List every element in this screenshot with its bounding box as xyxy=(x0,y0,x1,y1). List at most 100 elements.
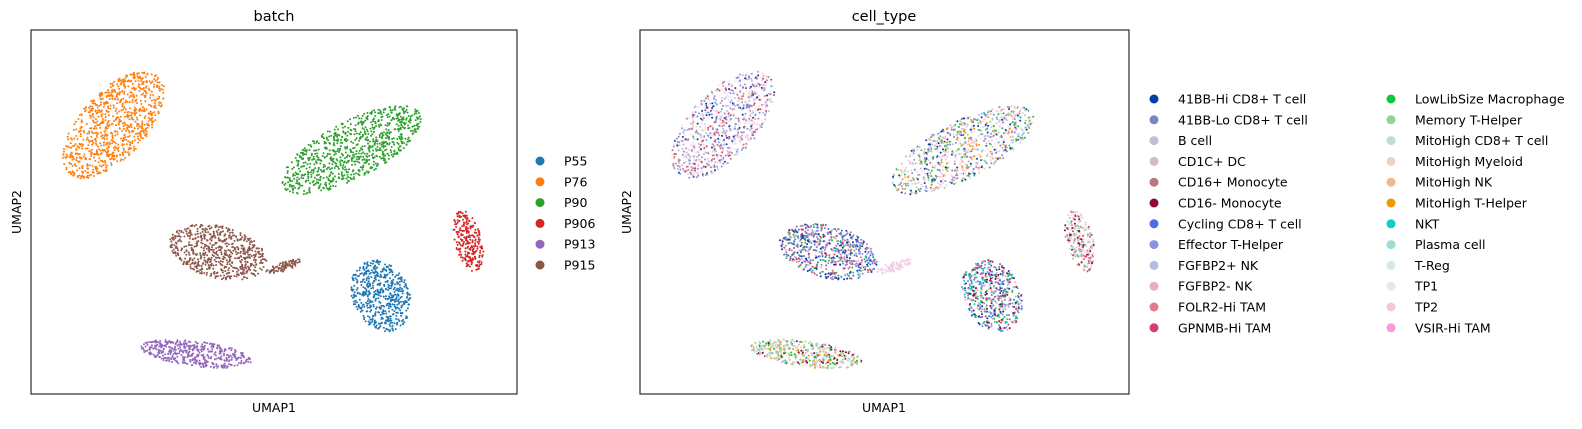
data-point xyxy=(118,91,121,94)
data-point xyxy=(195,355,198,358)
data-point xyxy=(200,271,203,273)
data-point xyxy=(401,142,404,145)
data-point xyxy=(468,220,471,223)
data-point xyxy=(683,156,686,159)
data-point xyxy=(255,263,258,266)
data-point xyxy=(233,240,236,242)
data-point xyxy=(382,108,385,111)
data-point xyxy=(478,265,480,268)
data-point xyxy=(743,82,746,85)
data-point xyxy=(126,101,129,103)
data-point xyxy=(237,273,240,276)
data-point xyxy=(714,161,717,164)
data-point xyxy=(364,126,367,129)
data-point xyxy=(138,133,141,136)
data-point xyxy=(355,305,358,308)
data-point xyxy=(341,177,344,180)
data-point xyxy=(229,249,231,252)
data-point xyxy=(250,255,253,257)
data-point xyxy=(710,146,713,149)
data-point xyxy=(350,294,353,297)
data-point xyxy=(117,85,120,88)
data-point xyxy=(700,143,702,146)
data-point xyxy=(744,87,747,90)
data-point xyxy=(215,247,218,250)
data-point xyxy=(480,261,483,264)
data-point xyxy=(696,138,699,141)
data-point xyxy=(347,180,350,183)
data-point xyxy=(765,110,768,112)
data-point xyxy=(709,166,712,169)
data-point xyxy=(219,233,222,236)
data-point xyxy=(339,145,342,148)
data-point xyxy=(147,112,150,115)
data-point xyxy=(292,191,295,194)
data-point xyxy=(355,288,358,291)
data-point xyxy=(162,354,164,357)
data-point xyxy=(214,241,217,244)
data-point xyxy=(741,138,744,141)
data-point xyxy=(356,114,359,117)
data-point xyxy=(137,76,140,79)
data-point xyxy=(399,276,402,279)
data-point xyxy=(693,146,696,149)
data-point xyxy=(356,275,359,278)
data-point xyxy=(705,145,708,148)
data-point xyxy=(231,242,234,245)
data-point xyxy=(744,136,747,139)
data-point xyxy=(225,237,228,240)
data-point xyxy=(120,137,122,140)
data-point xyxy=(107,121,110,124)
data-point xyxy=(901,171,904,174)
data-point xyxy=(384,124,387,127)
legend-label: P915 xyxy=(564,258,595,273)
data-point xyxy=(131,99,134,101)
data-point xyxy=(120,158,123,161)
data-point xyxy=(467,231,470,234)
data-point xyxy=(149,82,152,85)
data-point xyxy=(111,154,114,157)
plot-area-batch xyxy=(30,29,518,395)
data-point xyxy=(385,134,388,137)
data-point xyxy=(691,118,694,121)
data-point xyxy=(767,76,770,78)
data-point xyxy=(1008,108,1010,111)
data-point xyxy=(748,114,751,117)
data-point xyxy=(471,257,474,260)
data-point xyxy=(360,120,363,123)
data-point xyxy=(386,131,389,134)
data-point xyxy=(83,153,86,156)
data-point xyxy=(365,154,368,157)
data-point xyxy=(174,241,177,244)
data-point xyxy=(970,126,973,129)
data-point xyxy=(125,129,127,132)
data-point xyxy=(379,325,382,328)
data-point xyxy=(208,264,211,267)
data-point xyxy=(107,144,110,147)
data-point xyxy=(143,123,146,126)
data-point xyxy=(737,131,740,134)
data-point xyxy=(470,260,473,263)
data-point xyxy=(259,261,262,264)
data-point xyxy=(226,263,229,266)
data-point xyxy=(715,128,718,131)
data-point xyxy=(378,311,381,314)
data-point xyxy=(378,142,381,145)
data-point xyxy=(200,246,203,249)
data-point xyxy=(702,165,705,168)
data-point xyxy=(285,189,288,192)
data-point xyxy=(356,287,359,289)
data-point xyxy=(223,362,226,365)
data-point xyxy=(101,137,104,139)
data-point xyxy=(121,139,124,142)
data-point xyxy=(360,148,363,150)
data-point xyxy=(734,122,737,125)
data-point xyxy=(363,262,366,265)
data-point xyxy=(949,143,952,146)
data-point xyxy=(102,136,105,139)
data-point xyxy=(117,110,120,113)
data-point xyxy=(86,147,89,150)
data-point xyxy=(235,235,237,238)
data-point xyxy=(376,149,379,151)
data-point xyxy=(702,143,705,146)
